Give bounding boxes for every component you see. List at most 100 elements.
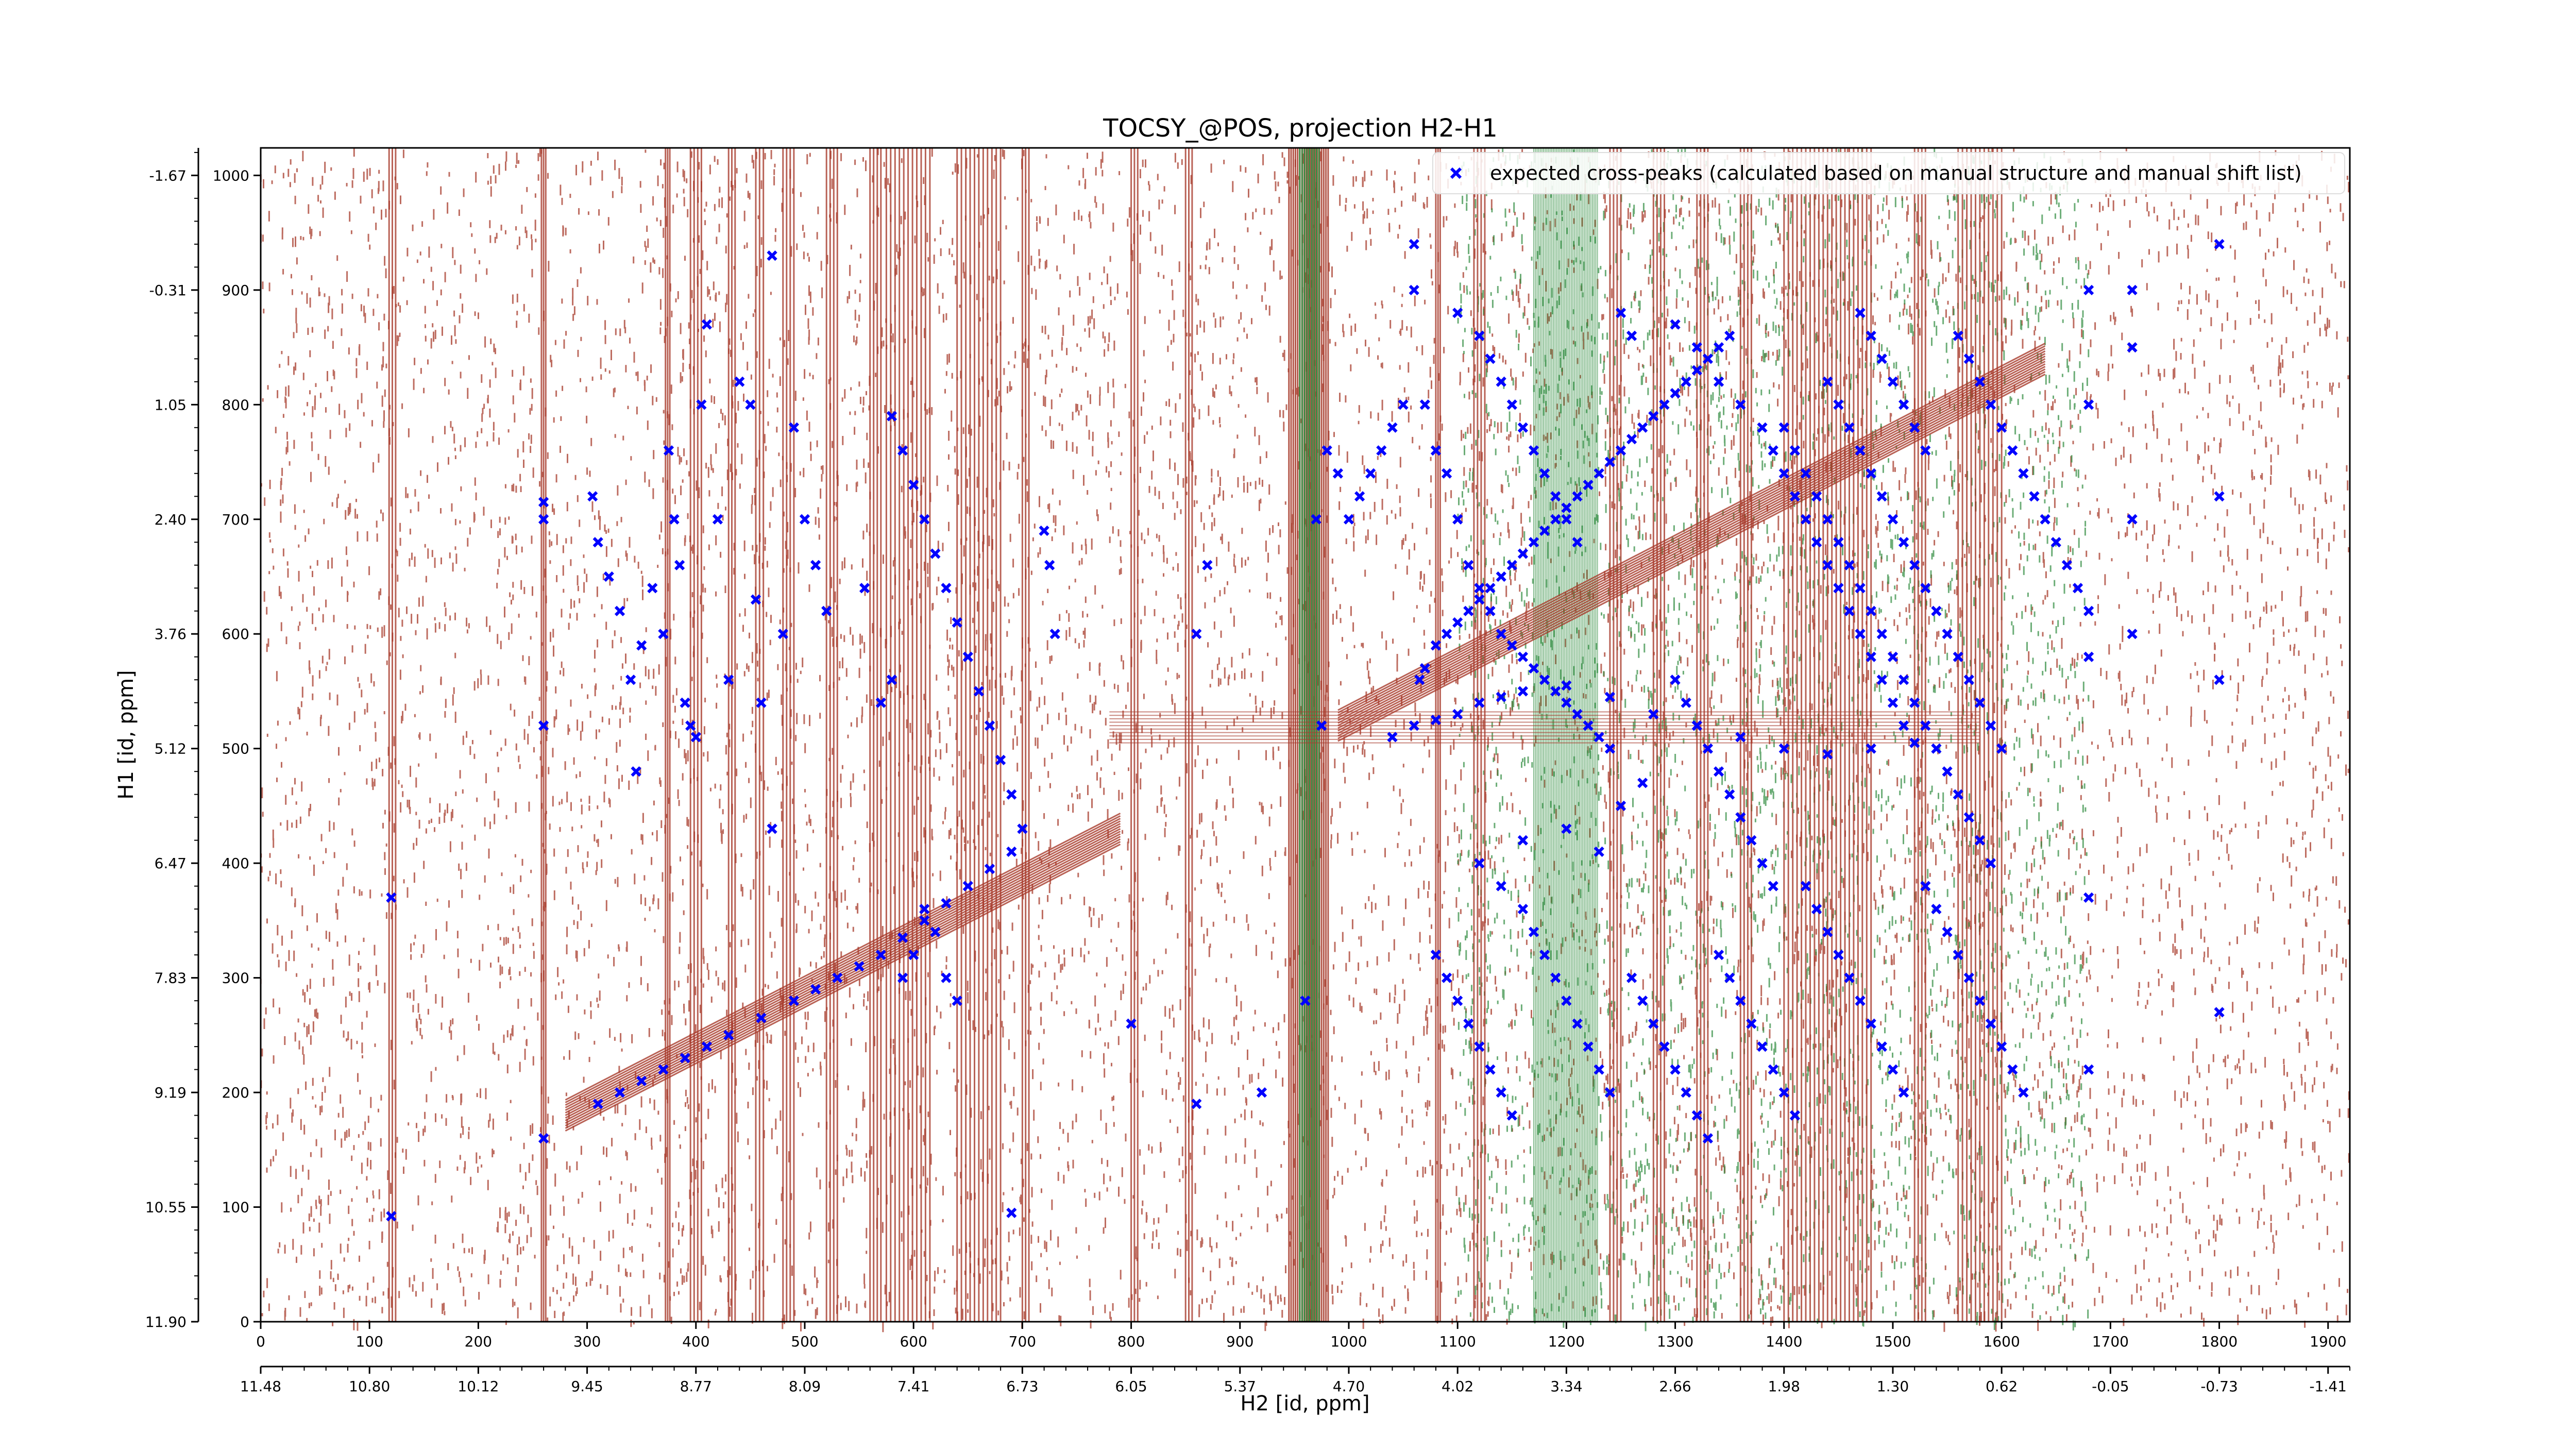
cross-peak-marker (636, 1075, 647, 1086)
cross-peak-marker (1474, 697, 1485, 708)
cross-peak-marker (908, 949, 919, 961)
cross-peak-marker (1615, 445, 1626, 456)
cross-peak-marker (1572, 709, 1583, 720)
cross-peak-marker (1953, 789, 1963, 800)
cross-peak-marker (1681, 697, 1691, 708)
cross-peak-marker (1452, 308, 1463, 318)
cross-peak-marker (2083, 605, 2094, 616)
cross-peak-marker (663, 445, 674, 456)
cross-peak-marker (1376, 445, 1387, 456)
cross-peak-marker (1996, 743, 2007, 754)
cross-peak-marker (984, 720, 995, 731)
cross-peak-marker (1648, 709, 1659, 720)
cross-peak-marker (1822, 376, 1833, 387)
cross-peak-marker (723, 1030, 734, 1040)
x-ppm-tick-label: -1.41 (2310, 1378, 2347, 1395)
cross-peak-marker (1909, 737, 1920, 748)
x-index-tick-label: 300 (573, 1333, 601, 1350)
cross-peak-marker (1800, 881, 1811, 891)
cross-peak-marker (1876, 675, 1887, 685)
cross-peak-marker (1822, 749, 1833, 760)
x-index-tick-label: 1900 (2310, 1333, 2346, 1350)
cross-peak-marker (1528, 663, 1539, 674)
cross-peak-marker (2214, 239, 2225, 250)
cross-peak-marker (1778, 743, 1789, 754)
cross-peak-marker (614, 1087, 625, 1098)
cross-peak-marker (908, 479, 919, 491)
cross-peak-marker (1953, 651, 1963, 662)
cross-peak-marker (1496, 571, 1506, 582)
cross-peak-marker (1539, 675, 1550, 685)
cross-peak-marker (941, 583, 952, 594)
legend-marker-icon (1450, 167, 1462, 179)
cross-peak-marker (1735, 812, 1746, 823)
cross-peak-marker (1387, 732, 1398, 743)
y-index-tick-label: 1000 (213, 167, 249, 184)
cross-peak-marker (1506, 399, 1517, 410)
cross-peak-marker (658, 629, 669, 639)
cross-peak-marker (1452, 995, 1463, 1006)
cross-peak-marker (886, 675, 897, 685)
cross-peak-marker (734, 376, 745, 387)
cross-peak-marker (859, 583, 870, 594)
cross-peak-marker (1474, 1041, 1485, 1052)
cross-peak-marker (1866, 1018, 1876, 1029)
cross-peak-marker (1648, 411, 1659, 422)
cross-peak-marker (1517, 548, 1529, 559)
cross-peak-marker (1931, 903, 1942, 915)
cross-peak-marker (1778, 1087, 1789, 1098)
x-ppm-tick-label: 0.62 (1986, 1378, 2018, 1395)
cross-peak-marker (1441, 468, 1452, 479)
cross-peak-marker (1866, 651, 1876, 662)
cross-peak-marker (1963, 353, 1974, 364)
cross-peak-marker (1974, 697, 1986, 708)
cross-peak-marker (1409, 284, 1419, 296)
cross-peak-marker (1583, 720, 1594, 731)
cross-peak-marker (1887, 514, 1899, 525)
x-index-tick-label: 1200 (1548, 1333, 1585, 1350)
cross-peak-marker (1604, 457, 1616, 467)
cross-peak-marker (1441, 629, 1452, 639)
cross-peak-marker (1550, 686, 1561, 697)
y-ppm-tick-label: 10.55 (145, 1199, 187, 1216)
cross-peak-marker (897, 932, 908, 943)
y-index-tick-label: 500 (222, 740, 249, 757)
cross-peak-marker (1898, 537, 1909, 548)
cross-peak-marker (1615, 308, 1626, 318)
cross-peak-marker (1691, 342, 1702, 353)
y-index-tick-label: 300 (222, 970, 249, 987)
cross-peak-marker (1452, 617, 1463, 628)
cross-peak-marker (875, 949, 886, 961)
cross-peak-marker (538, 514, 549, 525)
cross-peak-marker (1757, 858, 1768, 869)
x-ppm-tick-label: 3.34 (1550, 1378, 1582, 1395)
cross-peak-marker (1485, 1064, 1496, 1075)
streak-contours (388, 148, 2003, 1322)
cross-peak-marker (1506, 560, 1517, 570)
cross-peak-marker (1996, 1041, 2007, 1052)
cross-peak-marker (1811, 537, 1822, 548)
cross-peak-marker (1963, 675, 1974, 685)
cross-peak-marker (1789, 1110, 1801, 1121)
water-contours-red (1288, 148, 1329, 1322)
cross-peak-marker (1637, 422, 1648, 433)
cross-peak-marker (1833, 399, 1844, 410)
cross-peak-marker (1496, 376, 1506, 387)
cross-peak-marker (1430, 714, 1442, 726)
cross-peak-marker (984, 864, 995, 874)
cross-peak-marker (1757, 1041, 1768, 1052)
cross-peak-marker (1866, 743, 1876, 754)
x-index-tick-label: 200 (465, 1333, 492, 1350)
cross-peak-marker (2040, 514, 2050, 525)
cross-peak-marker (1583, 1041, 1594, 1052)
cross-peak-marker (2007, 1064, 2018, 1075)
cross-peak-marker (1321, 445, 1332, 456)
cross-peak-marker (1594, 732, 1604, 743)
x-index-tick-label: 1100 (1439, 1333, 1476, 1350)
x-index-tick-label: 700 (1009, 1333, 1036, 1350)
cross-peak-marker (1561, 502, 1572, 513)
cross-peak-marker (2007, 445, 2018, 456)
cross-peak-marker (1920, 445, 1931, 456)
cross-peak-marker (1963, 972, 1974, 983)
cross-peak-marker (1409, 720, 1419, 731)
